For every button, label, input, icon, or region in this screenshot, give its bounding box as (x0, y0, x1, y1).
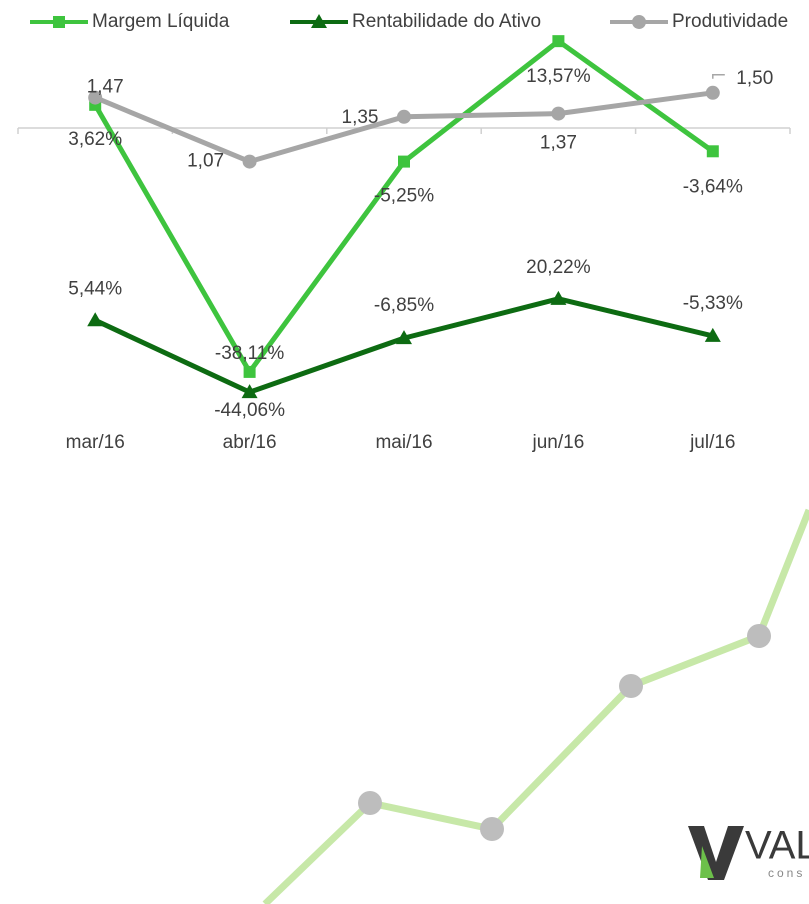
data-point (87, 312, 104, 327)
logo-text: VAL (745, 824, 809, 868)
data-point (241, 384, 258, 399)
x-tick-label: abr/16 (223, 432, 277, 453)
x-tick-label: jun/16 (532, 432, 585, 453)
data-point (396, 330, 412, 345)
data-label: 1,37 (540, 133, 577, 154)
data-label: -3,64% (683, 176, 743, 197)
data-point (398, 155, 410, 168)
data-point (397, 109, 411, 124)
data-point (704, 327, 721, 342)
data-point (551, 106, 566, 121)
data-point (88, 90, 103, 105)
data-label: 1,47 (87, 77, 124, 98)
data-label: 5,44% (68, 278, 122, 299)
legend-marker (311, 14, 327, 28)
data-label: 1,50 (736, 68, 773, 89)
data-point (552, 35, 565, 48)
data-label: 20,22% (526, 257, 591, 278)
legend-marker (53, 16, 65, 28)
data-point (243, 365, 256, 378)
data-label: -44,06% (214, 400, 285, 421)
data-label: 1,07 (187, 151, 224, 172)
legend-label: Produtividade (672, 11, 788, 32)
data-point (242, 154, 257, 169)
data-point (705, 85, 720, 100)
data-label: 13,57% (526, 66, 591, 87)
x-tick-label: mai/16 (375, 432, 432, 453)
data-label: 3,62% (68, 129, 122, 150)
data-label: -5,25% (374, 186, 434, 207)
data-label: -5,33% (683, 293, 743, 314)
legend-label: Rentabilidade do Ativo (352, 11, 541, 32)
legend-label: Margem Líquida (92, 11, 230, 32)
data-label: 1,35 (342, 107, 379, 128)
x-tick-label: mar/16 (66, 432, 125, 453)
data-point (550, 290, 567, 305)
label-leader (712, 74, 725, 79)
data-label: -6,85% (374, 295, 434, 316)
data-point (706, 145, 719, 158)
x-tick-label: jul/16 (689, 432, 735, 453)
background-decoration (262, 508, 809, 904)
legend-marker (632, 15, 646, 29)
logo-subtext: cons (768, 866, 805, 880)
data-label: -38,11% (215, 343, 284, 364)
